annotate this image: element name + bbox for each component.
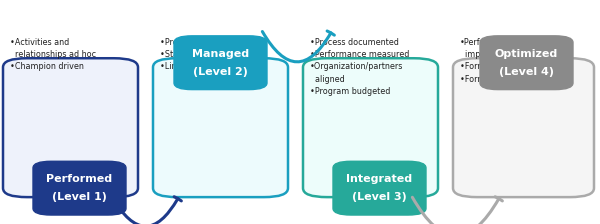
FancyBboxPatch shape xyxy=(333,161,426,215)
FancyBboxPatch shape xyxy=(480,36,573,90)
FancyBboxPatch shape xyxy=(153,58,288,197)
Text: (Level 4): (Level 4) xyxy=(499,67,554,77)
Text: •Process documented
•Performance measured
•Organization/partners
  aligned
•Prog: •Process documented •Performance measure… xyxy=(310,38,410,96)
Text: Optimized: Optimized xyxy=(495,49,558,59)
Text: •Performance-based
  improvement
•Formal program
•Formal partnerships: •Performance-based improvement •Formal p… xyxy=(460,38,546,84)
Text: •Activities and
  relationships ad hoc
•Champion driven: •Activities and relationships ad hoc •Ch… xyxy=(10,38,97,71)
FancyArrowPatch shape xyxy=(262,31,334,62)
FancyBboxPatch shape xyxy=(303,58,438,197)
FancyBboxPatch shape xyxy=(3,58,138,197)
Text: (Level 1): (Level 1) xyxy=(52,192,107,202)
Text: Integrated: Integrated xyxy=(346,174,413,184)
Text: •Process developing
•Staff training
•Limited accountability: •Process developing •Staff training •Lim… xyxy=(160,38,254,71)
FancyBboxPatch shape xyxy=(174,36,267,90)
Text: Performed: Performed xyxy=(46,174,113,184)
FancyBboxPatch shape xyxy=(33,161,126,215)
FancyArrowPatch shape xyxy=(412,197,502,224)
FancyBboxPatch shape xyxy=(453,58,594,197)
Text: (Level 3): (Level 3) xyxy=(352,192,407,202)
Text: Managed: Managed xyxy=(192,49,249,59)
FancyArrowPatch shape xyxy=(112,197,181,224)
Text: (Level 2): (Level 2) xyxy=(193,67,248,77)
